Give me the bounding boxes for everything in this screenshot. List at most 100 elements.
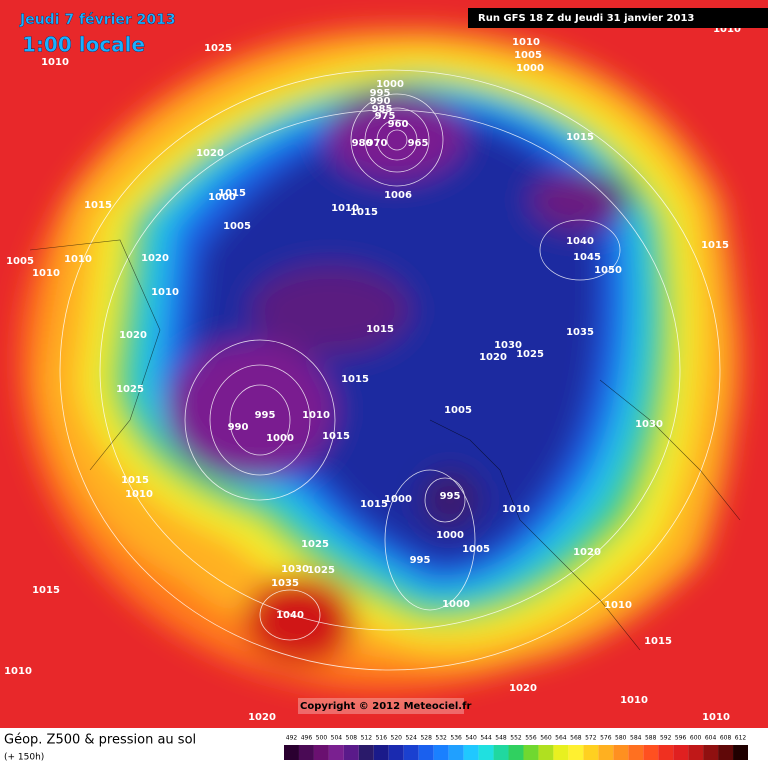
scale-swatch — [673, 745, 689, 760]
scale-swatch — [538, 745, 554, 760]
isobar-label: 1006 — [384, 190, 412, 201]
isobar-label: 965 — [408, 138, 429, 149]
isobar-label: 1010 — [125, 489, 153, 500]
scale-swatch — [508, 745, 524, 760]
isobar-label: 1020 — [141, 253, 169, 264]
scale-swatch — [328, 745, 344, 760]
scale-label: 544 — [480, 735, 492, 742]
isobar-label: 1010 — [32, 268, 60, 279]
isobar-label: 1015 — [350, 207, 378, 218]
isobar-label: 985 — [372, 104, 393, 115]
scale-label: 528 — [420, 735, 432, 742]
scale-swatch — [583, 745, 599, 760]
isobar-label: 1000 — [384, 494, 412, 505]
isobar-label: 1000 — [442, 599, 470, 610]
isobar-label: 1030 — [494, 340, 522, 351]
isobar-label: 1015 — [360, 499, 388, 510]
isobar-label: 970 — [367, 138, 388, 149]
scale-label: 540 — [465, 735, 477, 742]
scale-label: 572 — [585, 735, 597, 742]
isobar-label: 1005 — [223, 221, 251, 232]
footer-subtitle: (+ 150h) — [4, 753, 44, 763]
scale-swatch — [373, 745, 389, 760]
isobar-label: 1010 — [64, 254, 92, 265]
scale-swatch — [463, 745, 479, 760]
isobar-label: 1010 — [41, 57, 69, 68]
copyright-box — [298, 698, 464, 714]
isobar-label: 995 — [255, 410, 276, 421]
scale-swatch — [718, 745, 734, 760]
isobar-label: 990 — [228, 422, 249, 433]
isobar-label: 995 — [410, 555, 431, 566]
scale-swatch — [418, 745, 434, 760]
isobar-label: 975 — [375, 111, 396, 122]
scale-label: 500 — [316, 735, 328, 742]
scale-label: 568 — [570, 735, 582, 742]
scale-label: 564 — [555, 735, 567, 742]
isobar-label: 1020 — [509, 683, 537, 694]
isobar-label: 1000 — [436, 530, 464, 541]
scale-label: 604 — [705, 735, 717, 742]
isobar-label: 1010 — [4, 666, 32, 677]
color-scale: 492 496 500 504 508 512 516 520 524 528 532 536 540 5… — [284, 735, 748, 760]
scale-label: 556 — [525, 735, 537, 742]
isobar-label: 980 — [352, 138, 373, 149]
scale-label: 600 — [690, 735, 702, 742]
isobar-label: 1000 — [516, 63, 544, 74]
forecast-date: Jeudi 7 février 2013 — [19, 12, 176, 28]
isobar-label: 1015 — [84, 200, 112, 211]
scale-swatch — [523, 745, 539, 760]
scale-swatch — [568, 745, 584, 760]
isobar-label: 1015 — [218, 188, 246, 199]
isobar-label: 1005 — [462, 544, 490, 555]
isobar-label: 1005 — [444, 405, 472, 416]
scale-swatch — [613, 745, 629, 760]
isobar-label: 1025 — [307, 565, 335, 576]
scale-label: 492 — [286, 735, 298, 742]
scale-label: 612 — [735, 735, 747, 742]
isobar-label: 1020 — [196, 148, 224, 159]
isobar-label: 1025 — [116, 384, 144, 395]
isobar-label: 1010 — [702, 712, 730, 723]
scale-swatch — [448, 745, 464, 760]
scale-label: 608 — [720, 735, 732, 742]
isobar-label: 1000 — [376, 79, 404, 90]
isobar-label: 1015 — [341, 374, 369, 385]
scale-swatch — [628, 745, 644, 760]
footer-title: Géop. Z500 & pression au sol — [4, 733, 196, 748]
scale-label: 536 — [450, 735, 462, 742]
scale-label: 592 — [660, 735, 672, 742]
isobar-label: 1015 — [366, 324, 394, 335]
isobar-label: 1010 — [604, 600, 632, 611]
isobar-label: 1020 — [479, 352, 507, 363]
isobar-label: 1040 — [276, 610, 304, 621]
isobar-label: 1020 — [573, 547, 601, 558]
scale-swatch — [358, 745, 374, 760]
scale-swatch — [343, 745, 359, 760]
isobar-label: 1025 — [516, 349, 544, 360]
scale-label: 576 — [600, 735, 612, 742]
isobar-label: 1005 — [514, 50, 542, 61]
isobar-label: 995 — [370, 88, 391, 99]
isobar-label: 1015 — [701, 240, 729, 251]
isobar-label: 1035 — [271, 578, 299, 589]
forecast-time: 1:00 locale — [22, 33, 145, 57]
run-box — [468, 8, 768, 28]
isobar-label: 1010 — [151, 287, 179, 298]
scale-label: 588 — [645, 735, 657, 742]
isobar-label: 1030 — [281, 564, 309, 575]
isobar-label: 1010 — [713, 24, 741, 35]
isobar-label: 1025 — [204, 43, 232, 54]
scale-swatch — [493, 745, 509, 760]
scale-swatch — [298, 745, 314, 760]
scale-swatch — [553, 745, 569, 760]
scale-label: 580 — [615, 735, 627, 742]
scale-swatch — [284, 745, 299, 760]
isobar-label: 1020 — [248, 712, 276, 723]
scale-label: 512 — [361, 735, 373, 742]
isobar-label: 1000 — [208, 192, 236, 203]
scale-label: 532 — [435, 735, 447, 742]
scale-label: 560 — [540, 735, 552, 742]
isobar-label: 1015 — [322, 431, 350, 442]
